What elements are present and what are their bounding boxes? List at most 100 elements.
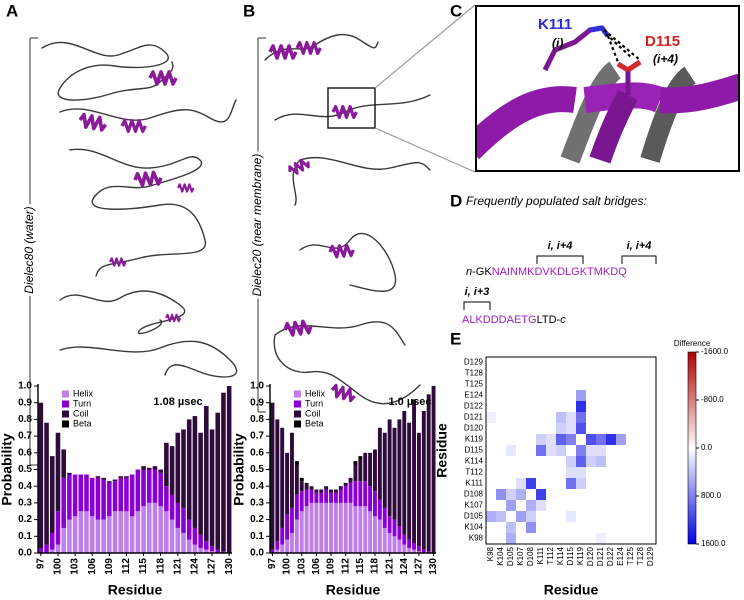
bar-segment: [290, 432, 294, 508]
y-axis-title: Probability: [231, 433, 247, 506]
x-tick-label: D121: [596, 546, 605, 566]
heatmap-cell: [616, 500, 626, 511]
heatmap-cell: [546, 533, 556, 544]
bar-segment: [164, 442, 169, 487]
heatmap-cell: [506, 434, 516, 445]
heatmap-cell: [596, 368, 606, 379]
bar-segment: [270, 549, 275, 553]
heatmap-cell: [586, 390, 596, 401]
bar-segment: [146, 469, 152, 503]
y-tick-label: 0.6: [250, 447, 264, 458]
heatmap-cell: [616, 368, 626, 379]
bar-segment: [348, 482, 353, 503]
condition-label: Dielec20 (near membrane): [250, 154, 264, 297]
bar-segment: [358, 456, 363, 460]
bar-segment: [412, 549, 416, 553]
heatmap-cell: [556, 478, 566, 489]
bar-segment: [407, 422, 412, 540]
heatmap-cell: [646, 390, 656, 401]
colorbar-tick-label: -1600.0: [701, 347, 729, 356]
residue-label: K111: [538, 16, 572, 33]
bar-segment: [382, 432, 387, 508]
heatmap-cell: [506, 390, 516, 401]
heatmap-cell: [556, 434, 566, 445]
heatmap-cell: [496, 423, 506, 434]
panel-label: E: [450, 329, 461, 348]
heatmap-cell: [556, 533, 566, 544]
position-label: (i): [552, 36, 563, 50]
bar-segment: [294, 461, 299, 465]
x-tick-label: 103: [70, 558, 81, 575]
heatmap-cell: [586, 467, 596, 478]
heatmap-cell: [486, 357, 496, 368]
heatmap-cell: [606, 522, 616, 533]
bar-segment: [84, 474, 89, 512]
x-tick-label: T112: [546, 546, 555, 564]
heatmap-cell: [576, 467, 586, 478]
heatmap-cell: [616, 434, 626, 445]
heatmap-cell: [486, 489, 496, 500]
heatmap-cell: [486, 533, 496, 544]
heatmap-cell: [536, 445, 546, 456]
bar-segment: [304, 489, 309, 507]
y-tick-label: 0.1: [18, 531, 32, 542]
bar-segment: [319, 492, 324, 503]
sequence-line: ALKDDDAETGLTD-c: [462, 314, 566, 326]
bar-segment: [416, 551, 421, 553]
heatmap-cell: [496, 478, 506, 489]
heatmap-cell: [516, 401, 526, 412]
x-tick-label: 100: [282, 558, 293, 575]
heatmap-cell: [626, 434, 636, 445]
legend-label: Helix: [73, 388, 94, 398]
bar-segment: [373, 491, 377, 517]
x-axis-title: Residue: [326, 582, 381, 598]
heatmap-cell: [606, 533, 616, 544]
heatmap-cell: [596, 522, 606, 533]
heatmap-cell: [506, 357, 516, 368]
heatmap-cell: [606, 511, 616, 522]
bridge-label: i, i+3: [465, 286, 490, 298]
heatmap-cell: [586, 489, 596, 500]
bar-segment: [101, 519, 106, 553]
heatmap-cell: [536, 390, 546, 401]
heatmap-cell: [496, 445, 506, 456]
bar-segment: [129, 474, 135, 517]
heatmap-cell: [546, 368, 556, 379]
bar-segment: [78, 474, 84, 512]
bar-segment: [169, 519, 175, 553]
decoration: [374, 127, 476, 173]
heatmap-cell: [536, 467, 546, 478]
heatmap-cell: [566, 390, 576, 401]
heatmap-cell: [646, 434, 656, 445]
bar-segment: [285, 452, 290, 515]
heatmap-cell: [596, 423, 606, 434]
bar-segment: [135, 511, 141, 553]
x-axis-title: Residue: [544, 582, 599, 598]
colorbar: [687, 351, 697, 545]
bar-segment: [329, 492, 333, 503]
x-tick-label: 130: [224, 558, 235, 575]
sequence-segment: c: [560, 314, 566, 326]
bar-segment: [89, 516, 95, 553]
heatmap-cell: [566, 456, 576, 467]
bar-segment: [95, 477, 101, 520]
heatmap-cell: [586, 533, 596, 544]
legend-label: Coil: [305, 408, 321, 418]
y-tick-label: 0.2: [18, 514, 32, 525]
y-tick-label: 0.6: [18, 447, 32, 458]
bar-segment: [192, 416, 198, 528]
heatmap-cell: [526, 368, 536, 379]
bar-segment: [209, 429, 215, 547]
bar-segment: [84, 511, 89, 553]
heatmap-cell: [626, 456, 636, 467]
heatmap-cell: [566, 357, 576, 368]
heatmap-cell: [566, 500, 576, 511]
bar-segment: [95, 476, 101, 478]
y-tick-label: D105: [464, 512, 484, 521]
colorbar-title: Difference: [674, 339, 711, 348]
bar-segment: [61, 477, 66, 528]
bar-segment: [294, 494, 299, 520]
heatmap-cell: [616, 456, 626, 467]
x-tick-label: 109: [104, 558, 115, 575]
heatmap-cell: [606, 489, 616, 500]
